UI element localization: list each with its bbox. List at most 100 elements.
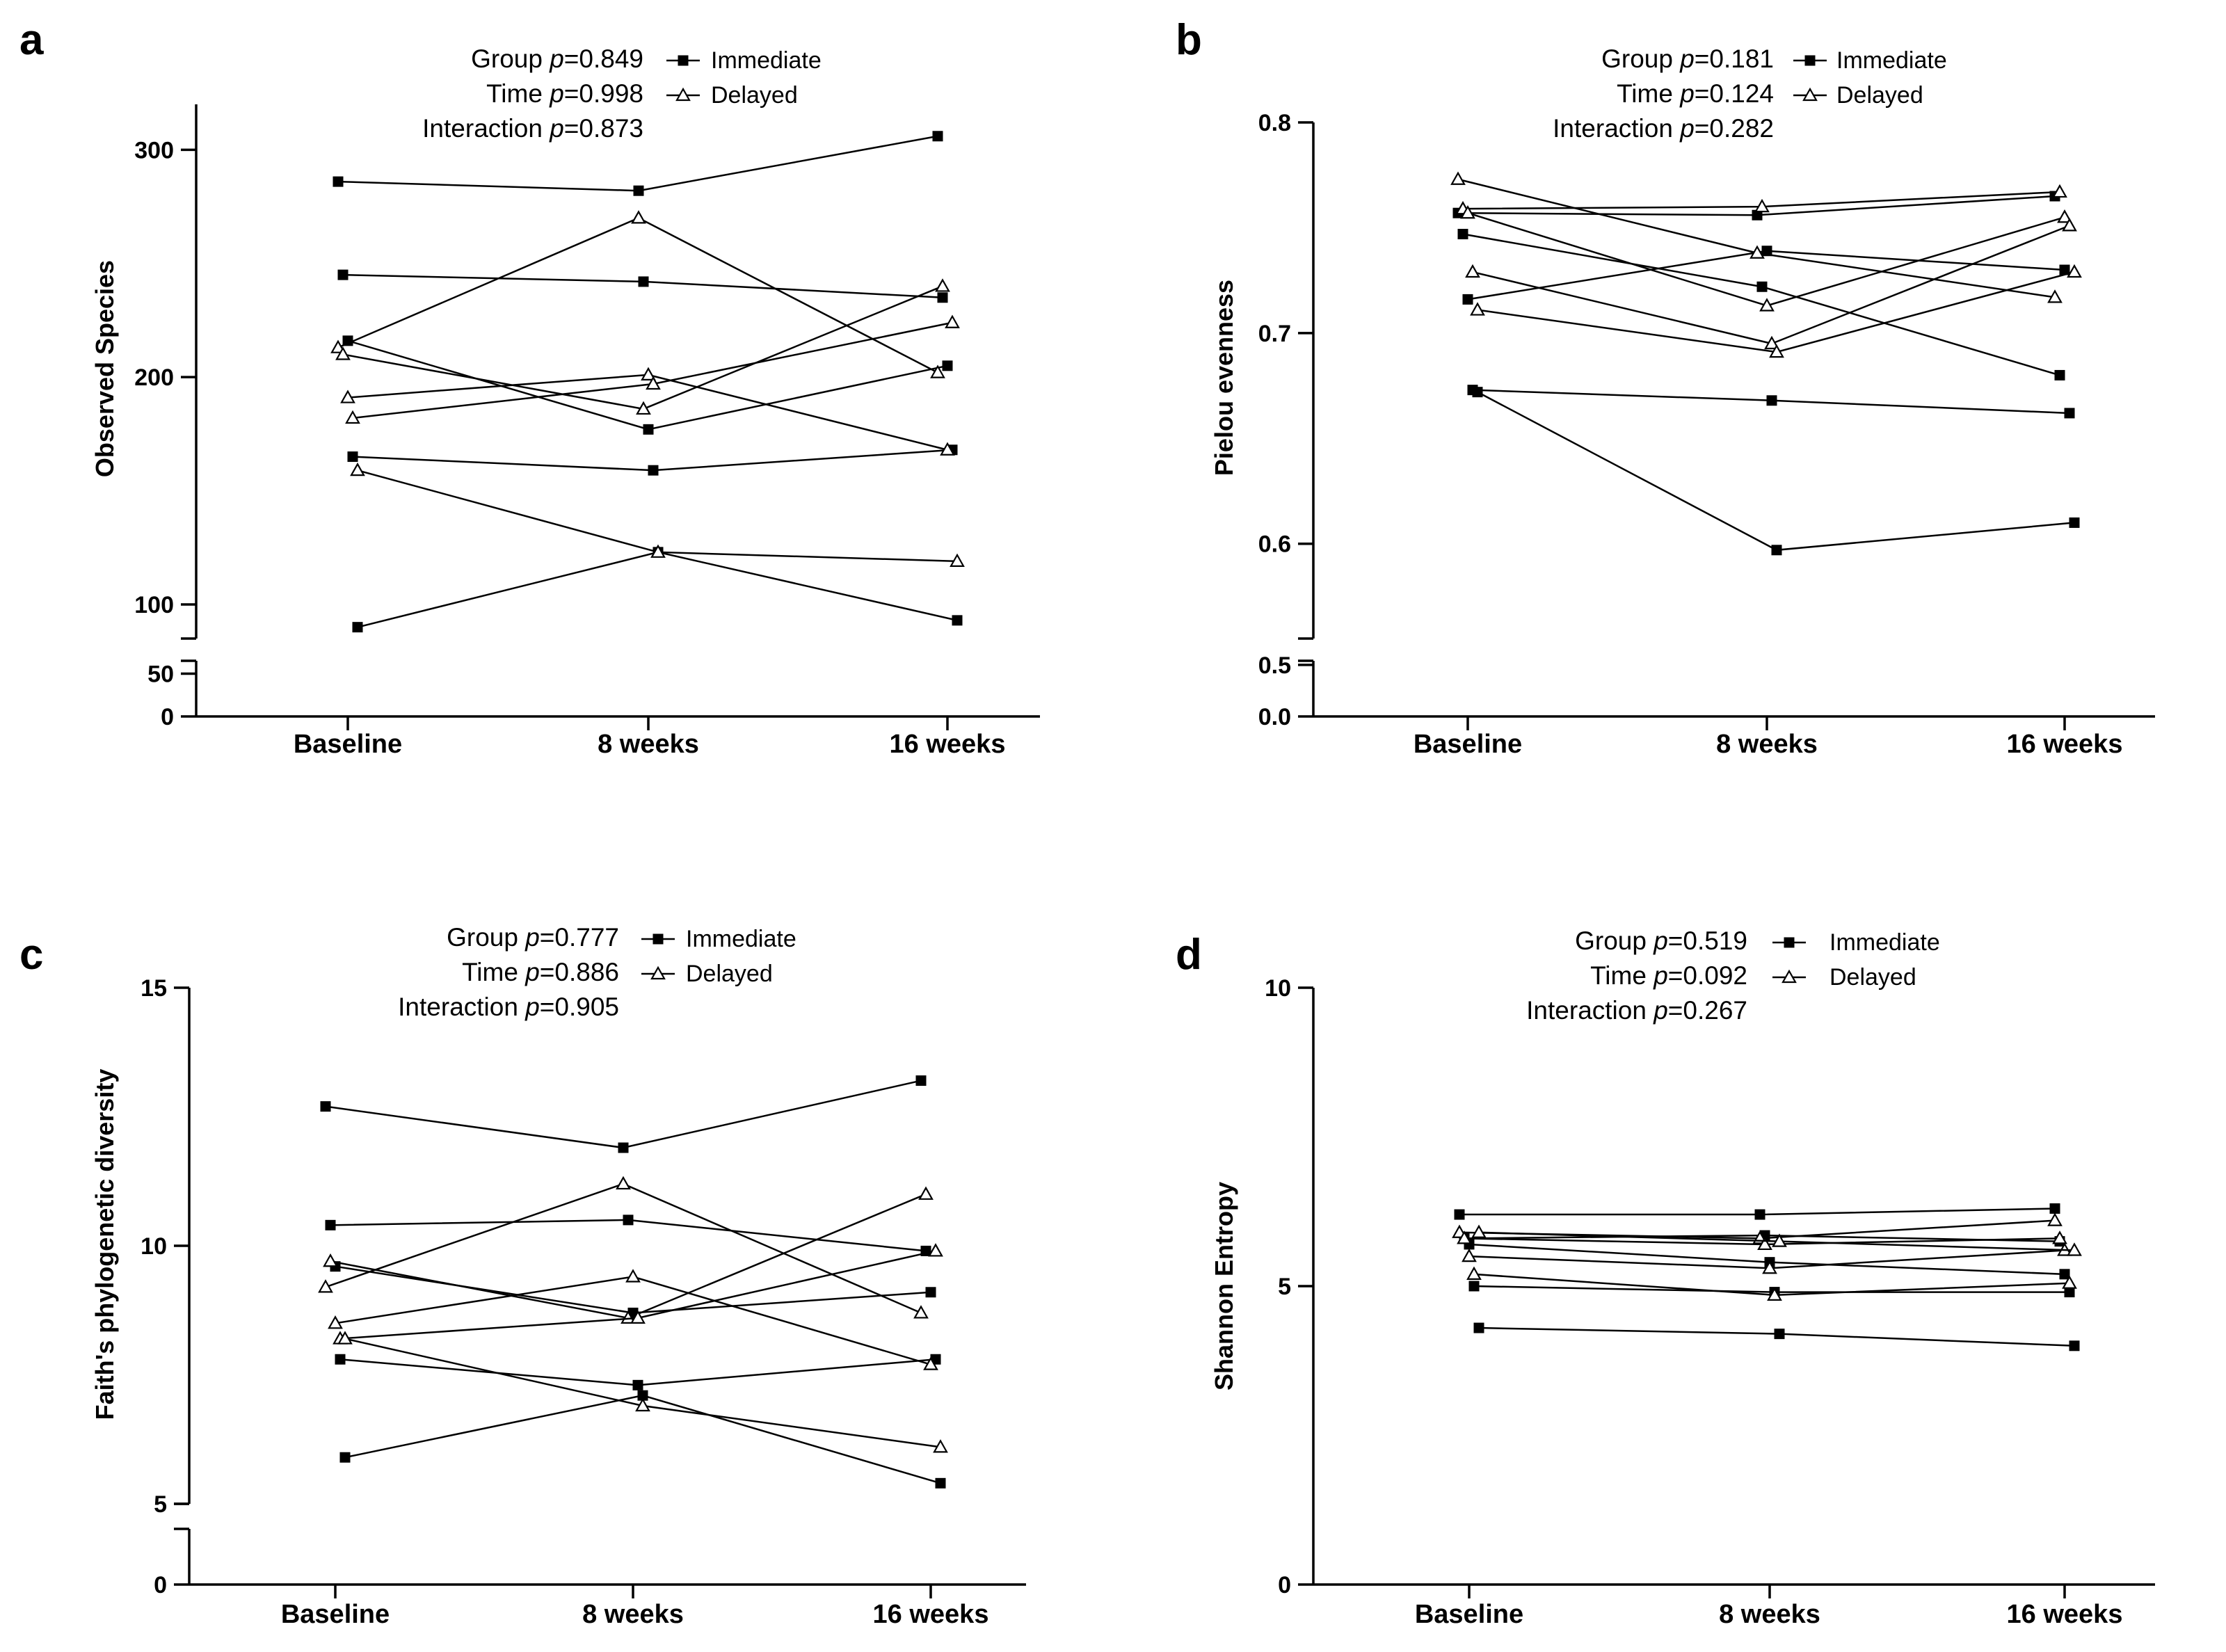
y-tick-label: 50 bbox=[147, 661, 174, 687]
series-9-delayed bbox=[337, 1331, 948, 1453]
data-point-square bbox=[335, 1354, 346, 1365]
series-3-immediate bbox=[1467, 385, 2075, 419]
data-point-triangle bbox=[1466, 1266, 1482, 1280]
x-tick-label: 8 weeks bbox=[1719, 1600, 1820, 1629]
data-point-square bbox=[915, 1075, 927, 1086]
series-5-delayed bbox=[330, 210, 945, 378]
data-point-triangle bbox=[646, 376, 661, 390]
data-point-triangle bbox=[2057, 209, 2072, 223]
data-point-triangle bbox=[1754, 198, 1770, 213]
stat-line: Interaction p=0.282 bbox=[1553, 114, 1774, 143]
panel-letter: d bbox=[1176, 931, 1202, 979]
data-point-square bbox=[352, 622, 363, 633]
data-point-triangle bbox=[950, 553, 965, 567]
data-point-triangle bbox=[2067, 264, 2082, 278]
data-point-triangle bbox=[1470, 302, 1485, 316]
series-9-delayed bbox=[350, 462, 965, 567]
stat-label: Interaction bbox=[422, 114, 550, 143]
data-point-square bbox=[1752, 209, 1763, 220]
series-3-immediate bbox=[335, 1354, 941, 1390]
y-axis-label: Observed Species bbox=[90, 260, 119, 477]
stat-line: Interaction p=0.905 bbox=[398, 993, 619, 1021]
data-point-square bbox=[1756, 281, 1768, 292]
data-point-triangle bbox=[636, 401, 651, 415]
series-7-delayed bbox=[1462, 1242, 2072, 1274]
series-line bbox=[339, 1250, 936, 1340]
x-tick-label: Baseline bbox=[294, 730, 402, 759]
data-point-triangle bbox=[625, 1269, 641, 1283]
data-point-square bbox=[325, 1219, 336, 1230]
legend-label-delayed: Delayed bbox=[1829, 964, 1916, 991]
x-tick-label: 8 weeks bbox=[598, 730, 699, 759]
series-9-delayed bbox=[1470, 264, 2082, 358]
legend-label-delayed: Delayed bbox=[711, 82, 798, 109]
data-point-triangle bbox=[1764, 335, 1779, 350]
data-point-triangle bbox=[2052, 184, 2067, 198]
stat-p-value: =0.998 bbox=[564, 79, 643, 108]
data-point-square bbox=[632, 1379, 643, 1390]
data-point-square bbox=[2059, 1269, 2070, 1280]
data-point-triangle bbox=[918, 1186, 934, 1200]
stat-p-value: =0.181 bbox=[1695, 45, 1774, 73]
data-point-triangle bbox=[1769, 344, 1784, 358]
legend-label-immediate: Immediate bbox=[711, 47, 822, 74]
data-point-square bbox=[320, 1101, 331, 1112]
stat-p-symbol: p bbox=[1653, 961, 1668, 990]
data-point-triangle bbox=[1757, 1236, 1772, 1251]
y-tick-label: 0.8 bbox=[1258, 110, 1291, 136]
data-point-triangle bbox=[2062, 1275, 2077, 1289]
data-point-triangle bbox=[2052, 1230, 2067, 1244]
series-4-immediate bbox=[1473, 1322, 2080, 1352]
data-point-square bbox=[1774, 1329, 1785, 1340]
stat-line: Group p=0.777 bbox=[447, 923, 619, 952]
stat-p-symbol: p bbox=[1653, 996, 1668, 1025]
series-0-immediate bbox=[1452, 191, 2060, 220]
stat-label: Interaction bbox=[1553, 114, 1680, 143]
legend-label-delayed: Delayed bbox=[1836, 82, 1923, 109]
data-point-triangle bbox=[635, 1397, 650, 1412]
stat-line: Group p=0.181 bbox=[1601, 45, 1774, 73]
stat-p-symbol: p bbox=[525, 923, 540, 952]
data-point-square bbox=[1472, 387, 1483, 398]
stat-p-value: =0.905 bbox=[540, 993, 619, 1021]
data-point-square bbox=[1473, 1322, 1484, 1333]
data-point-triangle bbox=[340, 390, 355, 403]
data-point-triangle bbox=[328, 1315, 343, 1329]
stat-p-symbol: p bbox=[525, 958, 540, 986]
data-point-square bbox=[925, 1287, 936, 1298]
data-point-square bbox=[1454, 1209, 1465, 1220]
stat-label: Group bbox=[471, 45, 550, 73]
series-2-immediate bbox=[342, 335, 953, 435]
data-point-triangle bbox=[1471, 1224, 1487, 1238]
series-line bbox=[352, 321, 953, 419]
stat-p-value: =0.519 bbox=[1668, 927, 1747, 955]
data-point-square bbox=[2069, 1340, 2080, 1352]
data-point-square bbox=[1754, 1209, 1765, 1220]
data-point-triangle bbox=[945, 314, 960, 328]
series-3-immediate bbox=[347, 444, 958, 476]
data-point-square bbox=[648, 465, 659, 476]
stat-p-value: =0.886 bbox=[540, 958, 619, 986]
series-0-immediate bbox=[333, 131, 943, 196]
data-point-triangle bbox=[335, 346, 351, 360]
data-point-triangle bbox=[1460, 205, 1475, 219]
stat-line: Group p=0.519 bbox=[1575, 927, 1747, 955]
series-1-immediate bbox=[337, 269, 948, 303]
series-4-immediate bbox=[1472, 387, 2080, 556]
data-point-square bbox=[1462, 294, 1473, 305]
data-point-triangle bbox=[323, 1253, 338, 1267]
data-point-triangle bbox=[2062, 218, 2077, 232]
data-point-triangle bbox=[933, 1439, 948, 1453]
y-tick-label: 0.7 bbox=[1258, 321, 1291, 347]
y-tick-label: 0.5 bbox=[1258, 652, 1291, 679]
stat-p-symbol: p bbox=[549, 114, 564, 143]
y-tick-label: 300 bbox=[134, 137, 174, 163]
data-point-triangle bbox=[2047, 289, 2063, 303]
data-point-square bbox=[347, 451, 358, 463]
series-line bbox=[1477, 391, 2075, 552]
stat-line: Time p=0.886 bbox=[462, 958, 619, 986]
data-point-square bbox=[337, 269, 349, 280]
series-7-delayed bbox=[1460, 205, 2072, 312]
data-point-square bbox=[623, 1214, 634, 1226]
y-tick-label: 5 bbox=[154, 1491, 167, 1518]
